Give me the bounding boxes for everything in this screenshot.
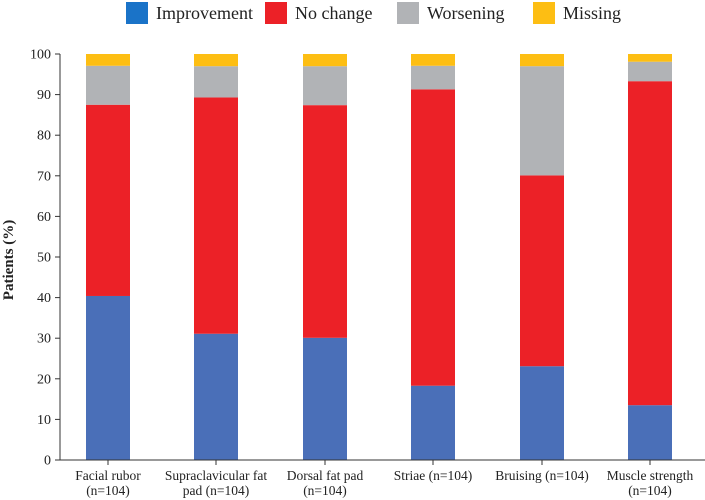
- y-tick-label: 80: [37, 129, 51, 144]
- x-tick-label: Dorsal fat pad: [287, 468, 364, 483]
- legend-swatch-missing: [533, 2, 555, 24]
- y-tick-label: 20: [37, 372, 51, 387]
- bar-improvement-4: [520, 366, 564, 460]
- x-tick-label: Supraclavicular fat: [165, 468, 268, 483]
- x-tick-label: Striae (n=104): [394, 468, 472, 483]
- bar-missing-3: [411, 54, 455, 66]
- bar-no-change-0: [86, 104, 130, 296]
- x-tick-label: (n=104): [303, 483, 347, 498]
- bar-worsening-1: [194, 66, 238, 98]
- legend-label-no-change: No change: [295, 2, 373, 23]
- bar-no-change-2: [303, 105, 347, 338]
- x-tick-label: Muscle strength: [607, 468, 694, 483]
- legend-swatch-improvement: [126, 2, 148, 24]
- bar-improvement-0: [86, 295, 130, 460]
- bar-missing-0: [86, 54, 130, 66]
- x-tick-label: Bruising (n=104): [495, 468, 589, 483]
- bar-improvement-1: [194, 333, 238, 460]
- y-tick-label: 90: [37, 88, 51, 103]
- x-axis: Facial rubor(n=104)Supraclavicular fatpa…: [60, 459, 705, 498]
- x-tick-label: (n=104): [628, 483, 672, 498]
- bar-missing-4: [520, 54, 564, 67]
- bar-no-change-5: [628, 81, 672, 406]
- bar-missing-5: [628, 54, 672, 62]
- legend-label-improvement: Improvement: [156, 2, 253, 23]
- y-tick-label: 40: [37, 291, 51, 306]
- y-tick-label: 50: [37, 251, 51, 266]
- legend-item-missing: Missing: [533, 2, 621, 24]
- bar-worsening-5: [628, 61, 672, 82]
- legend-swatch-worsening: [397, 2, 419, 24]
- y-axis: 0 10 20 30 40 50 60 70 80 90 100: [30, 48, 61, 469]
- y-tick-label: 70: [37, 169, 51, 184]
- x-tick-label: pad (n=104): [183, 483, 249, 498]
- bar-missing-2: [303, 54, 347, 67]
- bar-no-change-3: [411, 89, 455, 386]
- y-tick-label: 30: [37, 332, 51, 347]
- chart-legend: Improvement No change Worsening Missing: [0, 2, 705, 28]
- bar-no-change-4: [520, 175, 564, 367]
- bar-improvement-3: [411, 385, 455, 460]
- bar-worsening-3: [411, 65, 455, 90]
- bar-improvement-2: [303, 337, 347, 460]
- legend-swatch-no-change: [265, 2, 287, 24]
- bar-worsening-2: [303, 66, 347, 106]
- bar-no-change-1: [194, 97, 238, 334]
- legend-item-no-change: No change: [265, 2, 372, 24]
- y-tick-label: 0: [44, 454, 51, 469]
- legend-label-worsening: Worsening: [427, 2, 505, 23]
- legend-item-worsening: Worsening: [397, 2, 505, 24]
- y-tick-label: 100: [30, 48, 51, 63]
- bars: [86, 54, 672, 460]
- y-tick-label: 10: [37, 413, 51, 428]
- x-tick-label: Facial rubor: [75, 468, 141, 483]
- bar-missing-1: [194, 54, 238, 67]
- x-tick-label: (n=104): [86, 483, 130, 498]
- bar-improvement-5: [628, 405, 672, 460]
- y-axis-label: Patients (%): [1, 220, 17, 300]
- y-tick-label: 60: [37, 210, 51, 225]
- bar-worsening-4: [520, 66, 564, 176]
- legend-label-missing: Missing: [563, 2, 622, 23]
- bar-worsening-0: [86, 65, 130, 105]
- legend-item-improvement: Improvement: [126, 2, 253, 24]
